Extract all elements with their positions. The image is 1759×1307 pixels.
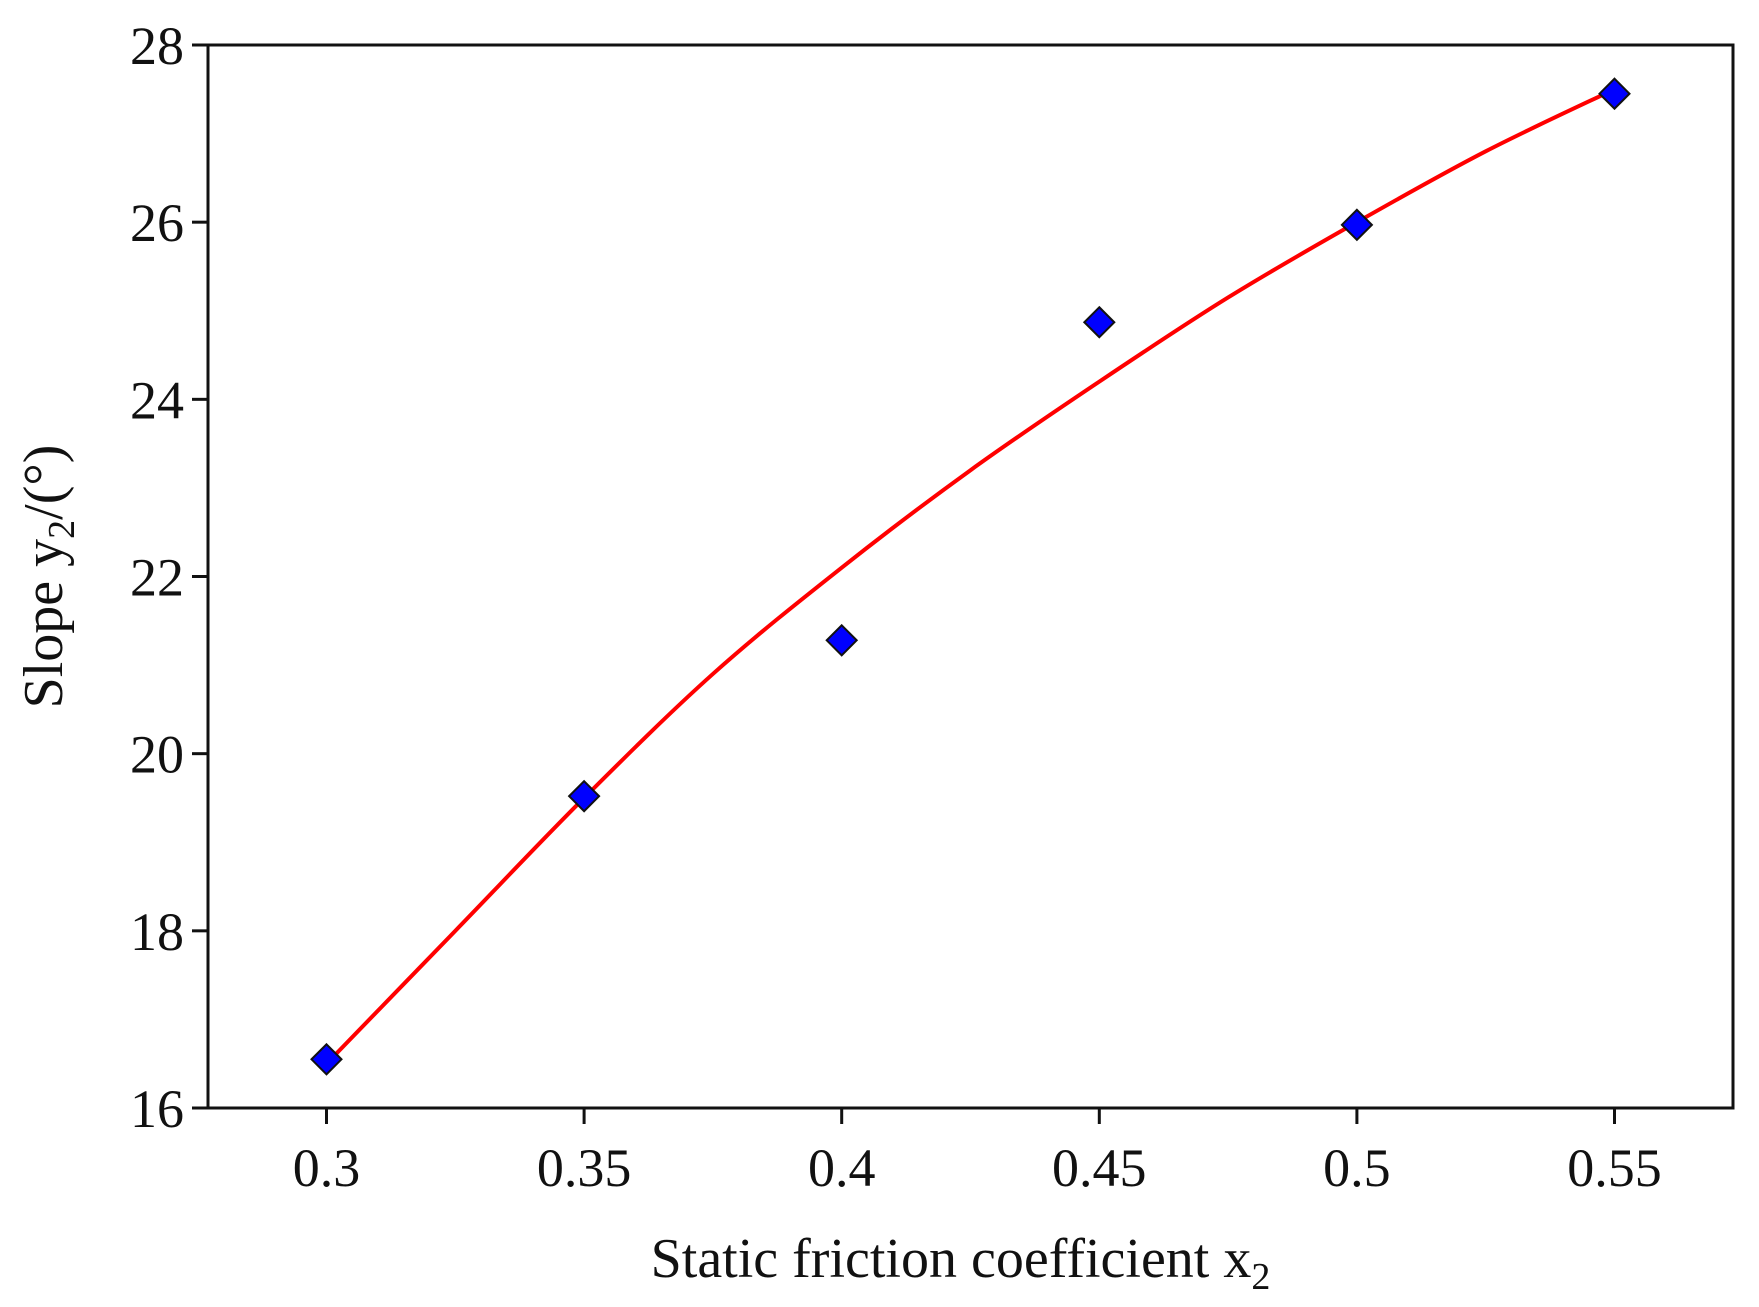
- x-tick-label: 0.3: [293, 1138, 361, 1198]
- y-tick-label: 24: [130, 370, 184, 430]
- y-tick-label: 20: [130, 725, 184, 785]
- x-tick-label: 0.55: [1567, 1138, 1662, 1198]
- series-layer: [310, 77, 1631, 1076]
- x-axis-title: Static friction coefficient x2: [651, 1228, 1271, 1298]
- y-tick-label: 18: [130, 902, 184, 962]
- y-axis-ticks: 16 18 20 22 24 26 28: [130, 16, 208, 1139]
- y-tick-label: 26: [130, 193, 184, 253]
- x-axis-title-text: Static friction coefficient x: [651, 1228, 1252, 1290]
- data-point-marker: [825, 623, 859, 657]
- x-tick-label: 0.5: [1323, 1138, 1391, 1198]
- x-tick-label: 0.45: [1052, 1138, 1147, 1198]
- x-axis-ticks: 0.3 0.35 0.4 0.45 0.5 0.55: [293, 1108, 1662, 1198]
- y-axis-title-unit: /(°): [13, 445, 75, 520]
- data-point-marker: [1082, 305, 1116, 339]
- fitted-curve-line: [325, 87, 1616, 1066]
- y-axis-title-text: Slope y: [13, 539, 75, 709]
- x-tick-label: 0.35: [537, 1138, 632, 1198]
- y-tick-label: 28: [130, 16, 184, 76]
- data-point-marker: [1598, 77, 1631, 111]
- x-tick-label: 0.4: [808, 1138, 876, 1198]
- x-axis-title-subscript: 2: [1251, 1256, 1270, 1298]
- y-axis-title-subscript: 2: [41, 520, 83, 539]
- data-point-marker: [567, 779, 601, 813]
- data-point-marker: [310, 1042, 343, 1076]
- y-tick-label: 22: [130, 548, 184, 608]
- data-point-marker: [1340, 208, 1374, 242]
- y-tick-label: 16: [130, 1079, 184, 1139]
- y-axis-title: Slope y2/(°): [13, 445, 83, 709]
